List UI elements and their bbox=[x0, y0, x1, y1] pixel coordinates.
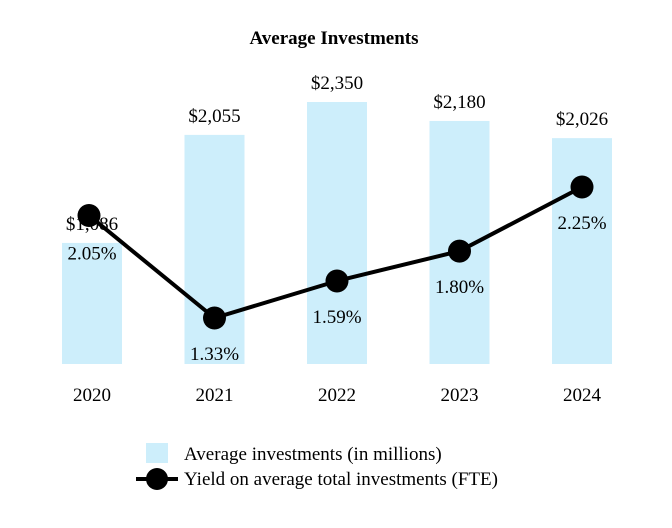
bar-2021 bbox=[184, 134, 245, 364]
legend-line-marker bbox=[146, 468, 168, 490]
bar-value-label: $2,350 bbox=[311, 73, 363, 94]
x-tick-label: 2020 bbox=[73, 385, 111, 406]
legend-bar-label: Average investments (in millions) bbox=[184, 444, 442, 465]
yield-point-2024 bbox=[570, 175, 594, 199]
legend: Average investments (in millions) Yield … bbox=[136, 443, 498, 490]
x-tick-label: 2024 bbox=[563, 385, 602, 406]
bar-2024 bbox=[552, 138, 612, 364]
legend-bar-swatch bbox=[146, 443, 168, 463]
bar-2020 bbox=[62, 242, 122, 364]
yield-value-labels: 2.05% 1.33% 1.59% 1.80% 2.25% bbox=[67, 213, 606, 365]
bar-value-label: $2,026 bbox=[556, 109, 608, 130]
yield-line-series bbox=[77, 175, 594, 330]
yield-value-label: 1.59% bbox=[312, 307, 361, 328]
yield-value-label: 1.33% bbox=[190, 344, 239, 365]
bar-series bbox=[62, 102, 612, 365]
x-tick-label: 2022 bbox=[318, 385, 356, 406]
bar-2022 bbox=[307, 102, 367, 364]
x-axis-ticks: 2020 2021 2022 2023 2024 bbox=[73, 385, 602, 406]
yield-value-label: 1.80% bbox=[435, 277, 484, 298]
yield-point-2021 bbox=[203, 306, 226, 330]
yield-point-2020 bbox=[77, 203, 101, 227]
chart-title: Average Investments bbox=[249, 28, 418, 49]
x-tick-label: 2023 bbox=[441, 385, 479, 406]
bar-value-label: $2,180 bbox=[433, 92, 485, 113]
bar-value-label: $2,055 bbox=[188, 106, 240, 127]
yield-point-2022 bbox=[325, 269, 349, 293]
x-tick-label: 2021 bbox=[196, 385, 234, 406]
yield-value-label: 2.05% bbox=[67, 243, 116, 264]
yield-point-2023 bbox=[448, 239, 471, 263]
yield-value-label: 2.25% bbox=[557, 213, 606, 234]
legend-line-label: Yield on average total investments (FTE) bbox=[184, 469, 498, 490]
